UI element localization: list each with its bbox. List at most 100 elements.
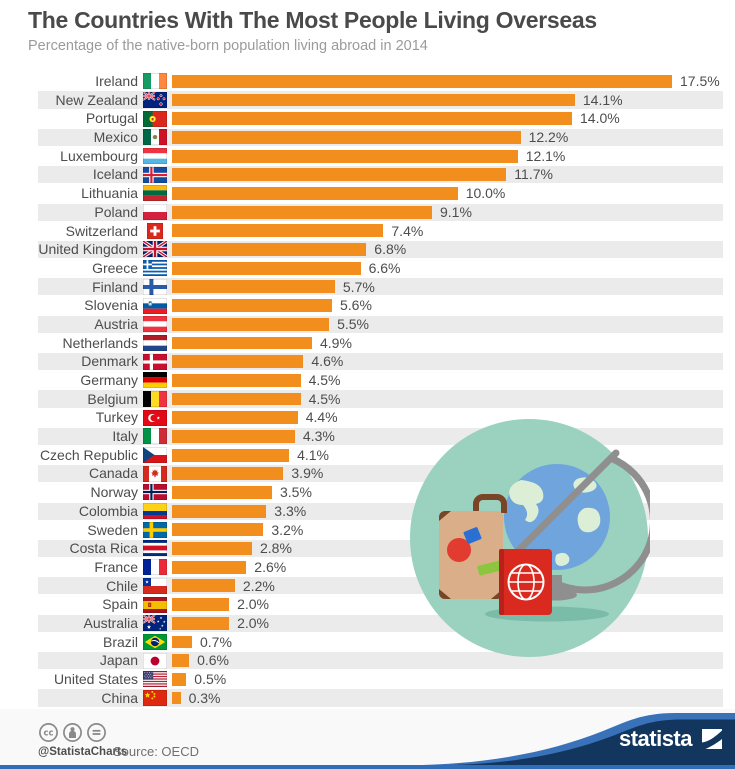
value-label: 4.5% — [308, 372, 341, 388]
value-bar — [172, 672, 187, 686]
slovenia-flag-icon — [143, 297, 167, 314]
page-title: The Countries With The Most People Livin… — [28, 7, 597, 33]
country-label: Colombia — [78, 502, 138, 519]
country-label: China — [101, 689, 138, 706]
value-label: 14.0% — [580, 110, 620, 127]
france-flag-icon — [143, 559, 167, 576]
country-label: Turkey — [95, 409, 138, 426]
chart-row: United States 0.5% — [0, 670, 735, 689]
travel-illustration — [410, 419, 650, 657]
turkey-flag-icon — [143, 409, 167, 426]
country-label: Iceland — [92, 166, 138, 183]
value-bar — [172, 467, 284, 481]
luxembourg-flag-icon — [143, 148, 167, 165]
belgium-flag-icon — [143, 390, 167, 407]
country-label: Sweden — [87, 521, 138, 538]
value-label: 0.7% — [200, 633, 232, 650]
country-label: Greece — [92, 259, 138, 276]
value-bar — [172, 149, 518, 163]
country-label: Czech Republic — [39, 446, 138, 463]
value-bar — [172, 691, 181, 705]
row-stripe — [38, 278, 723, 296]
value-label: 9.1% — [440, 203, 472, 220]
attribution-icon — [63, 723, 82, 742]
value-label: 2.2% — [242, 577, 275, 594]
united-kingdom-flag-icon — [143, 241, 167, 258]
country-label: New Zealand — [55, 91, 139, 108]
united-states-flag-icon — [143, 671, 167, 688]
chart-row: Germany 4.5% — [0, 371, 735, 390]
chart-row: Belgium 4.5% — [0, 390, 735, 409]
country-label: Spain — [102, 596, 138, 613]
value-bar — [172, 504, 267, 518]
chart-row: Brazil 0.7% — [0, 633, 735, 652]
value-bar — [172, 411, 298, 425]
chart-row: Slovenia 5.6% — [0, 296, 735, 315]
value-label: 5.7% — [342, 278, 375, 295]
value-label: 4.1% — [297, 446, 330, 463]
chart-row: Iceland 11.7% — [0, 165, 735, 184]
country-label: Switzerland — [65, 222, 138, 239]
china-flag-icon — [143, 689, 167, 706]
spain-flag-icon — [143, 596, 167, 613]
denmark-flag-icon — [143, 353, 167, 370]
page-subtitle: Percentage of the native-born population… — [28, 38, 428, 55]
row-stripe — [38, 390, 723, 408]
value-label: 4.4% — [305, 409, 338, 426]
iceland-flag-icon — [143, 166, 167, 183]
country-label: Chile — [106, 577, 138, 594]
license-icons: cc — [38, 722, 107, 743]
value-label: 7.4% — [391, 222, 424, 239]
value-bar — [172, 355, 304, 369]
row-stripe — [38, 689, 723, 707]
country-label: France — [94, 558, 138, 575]
value-bar — [172, 187, 458, 200]
country-label: Lithuania — [81, 185, 138, 202]
country-label: Slovenia — [84, 297, 138, 314]
chart-row: Czech Republic 4.1% — [0, 446, 735, 465]
value-bar — [172, 130, 521, 144]
value-bar — [172, 280, 335, 294]
value-label: 0.6% — [197, 652, 230, 669]
chile-flag-icon — [143, 577, 167, 594]
chart-row: China 0.3% — [0, 689, 735, 708]
canada-flag-icon — [143, 465, 167, 482]
value-label: 5.5% — [337, 315, 370, 332]
statista-brand: statista — [423, 712, 735, 765]
svg-text:cc: cc — [43, 728, 53, 738]
chart-row: Mexico 12.2% — [0, 128, 735, 147]
country-label: Brazil — [102, 633, 138, 650]
netherlands-flag-icon — [143, 334, 167, 351]
chart-row: Netherlands 4.9% — [0, 334, 735, 353]
value-bar — [172, 93, 575, 107]
chart-row: Sweden 3.2% — [0, 521, 735, 540]
country-label: Costa Rica — [69, 540, 138, 557]
chart-row: Austria 5.5% — [0, 315, 735, 334]
value-bar — [172, 74, 672, 88]
cc-icon: cc — [39, 723, 58, 742]
footer: cc @StatistaCharts Source: OECD statista — [0, 709, 735, 769]
value-bar — [172, 373, 301, 387]
chart-row: Japan 0.6% — [0, 651, 735, 670]
country-label: Finland — [92, 278, 138, 295]
value-bar — [172, 579, 235, 593]
value-label: 6.6% — [368, 259, 401, 276]
chart-row: Lithuania 10.0% — [0, 184, 735, 203]
costa-rica-flag-icon — [143, 540, 167, 557]
value-label: 4.3% — [302, 428, 335, 445]
value-bar — [172, 542, 252, 555]
country-label: Austria — [94, 315, 138, 332]
greece-flag-icon — [143, 260, 167, 277]
value-bar — [172, 299, 332, 313]
mexico-flag-icon — [143, 129, 167, 146]
value-label: 2.0% — [237, 596, 270, 613]
row-stripe — [38, 315, 723, 333]
value-bar — [172, 654, 190, 668]
value-label: 2.6% — [254, 558, 287, 575]
poland-flag-icon — [143, 204, 167, 221]
japan-flag-icon — [143, 652, 167, 669]
value-label: 12.2% — [528, 129, 569, 146]
country-label: Portugal — [85, 110, 138, 127]
chart-row: New Zealand 14.1% — [0, 91, 735, 110]
